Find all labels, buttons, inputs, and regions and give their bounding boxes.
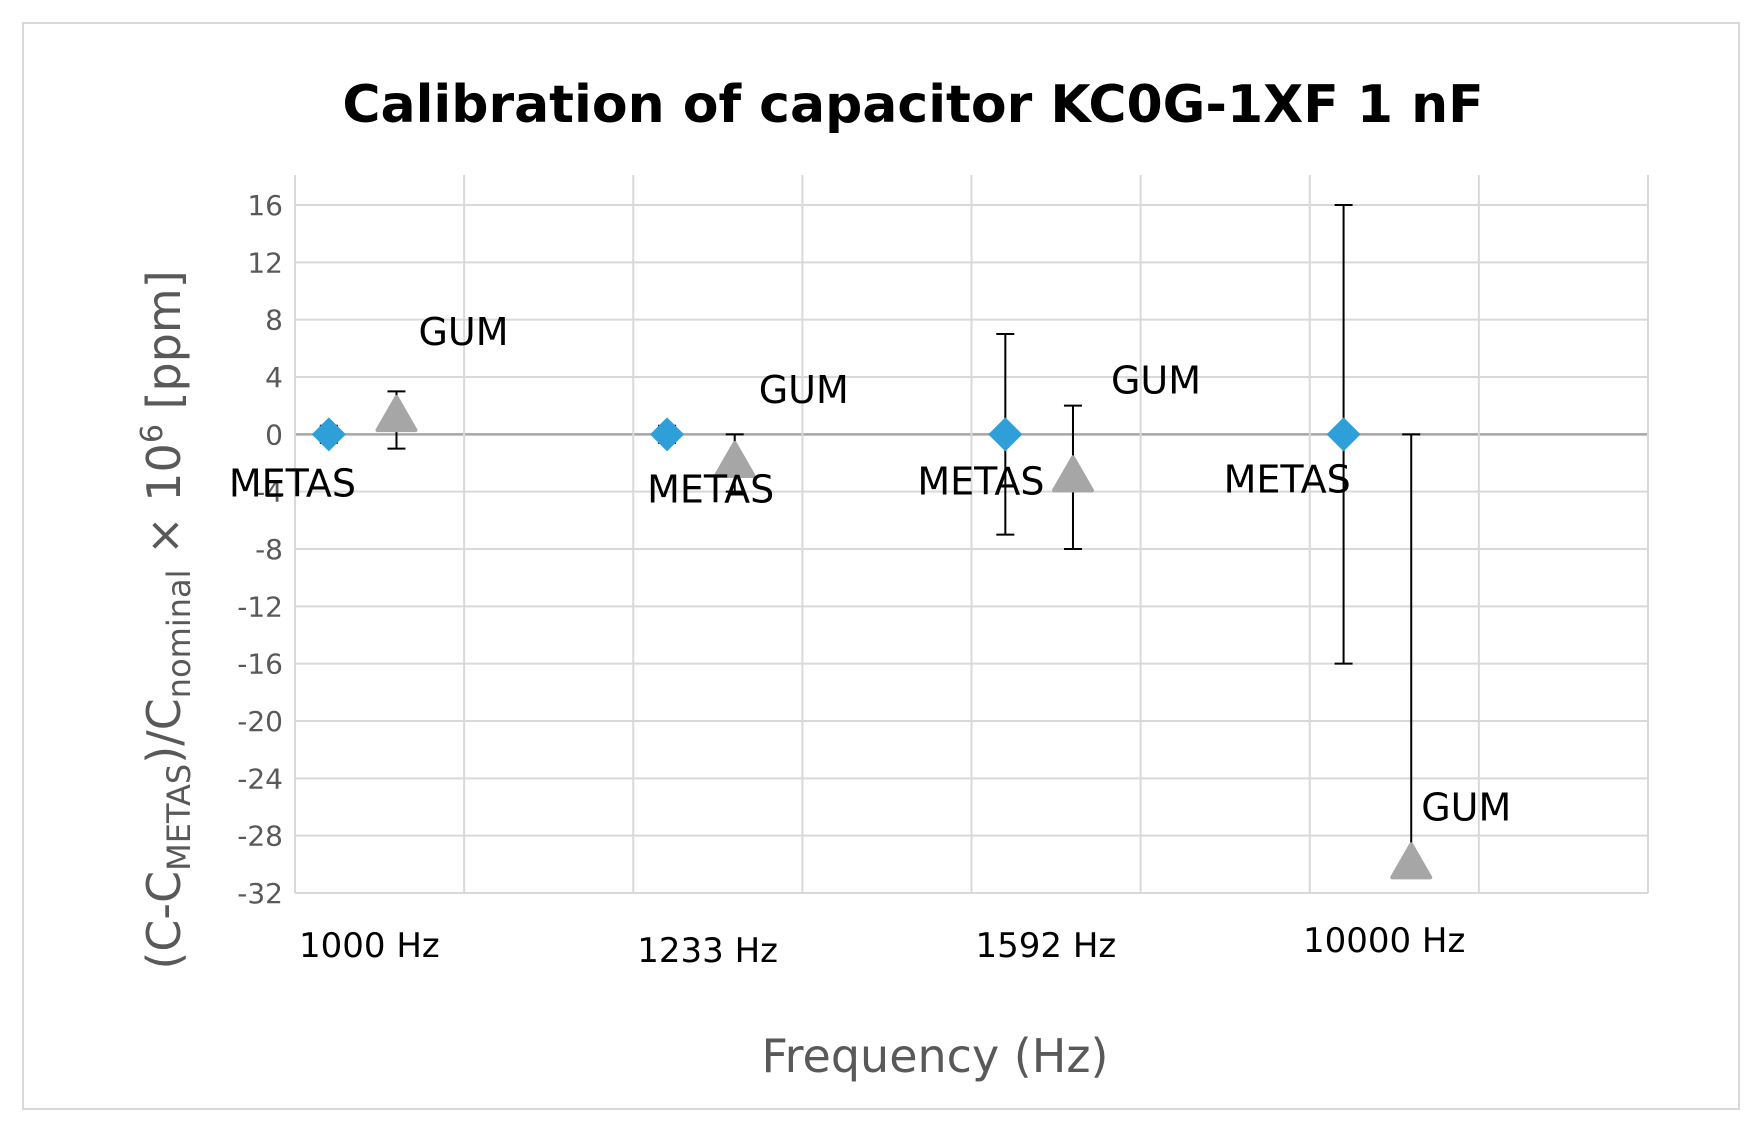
data-markers (311, 395, 1433, 880)
y-tick-label: -8 (255, 533, 283, 566)
y-tick-label: -28 (237, 820, 283, 853)
y-axis-label-mid: )/C (137, 698, 191, 764)
y-tick-label: -4 (255, 476, 283, 509)
y-tick-label: -32 (237, 877, 283, 910)
y-tick-label: -20 (237, 705, 283, 738)
x-tick-label: 10000 Hz (1303, 921, 1465, 961)
x-tick-label: 1000 Hz (299, 926, 440, 966)
data-annotation-label: GUM (1421, 785, 1511, 829)
y-axis-label-sup: 6 (135, 424, 170, 443)
y-axis-label-times: × 10 (137, 443, 191, 569)
data-point-diamond (650, 417, 685, 452)
data-annotation-label: METAS (647, 467, 774, 511)
y-tick-label: -12 (237, 590, 283, 623)
chart-frame (22, 22, 1740, 1110)
data-annotation-label: METAS (917, 459, 1044, 503)
y-tick-label: 4 (265, 361, 283, 394)
y-axis-label-sub-nominal: nominal (160, 569, 198, 698)
y-tick-label: 16 (247, 189, 283, 222)
data-annotation-label: GUM (759, 368, 849, 412)
y-tick-labels: 16 12 8 4 0 -4 -8 -12 -16 -20 -24 -28 -32 (237, 189, 283, 910)
y-tick-label: 12 (247, 246, 283, 279)
error-bars (319, 204, 1421, 866)
data-point-diamond (1326, 417, 1361, 452)
y-tick-label: -24 (237, 762, 283, 795)
data-point-diamond (988, 417, 1023, 452)
data-point-triangle (1390, 842, 1433, 880)
data-annotation-label: GUM (1111, 358, 1201, 402)
data-annotation-label: METAS (229, 461, 356, 505)
data-point-triangle (713, 441, 756, 478)
y-axis-label: (C-CMETAS)/Cnominal × 106 [ppm] (135, 270, 198, 969)
y-tick-label: 0 (265, 418, 283, 451)
y-axis-label-sub-metas: METAS (160, 764, 198, 871)
gridlines (294, 175, 1649, 894)
data-annotation-label: METAS (1224, 457, 1351, 501)
x-axis-label: Frequency (Hz) (762, 1029, 1109, 1083)
y-axis-label-prefix: (C-C (137, 871, 191, 970)
chart-title: Calibration of capacitor KC0G-1XF 1 nF (342, 75, 1483, 135)
y-tick-label: -16 (237, 648, 283, 681)
y-tick-label: 8 (265, 304, 283, 337)
x-tick-label: 1592 Hz (976, 926, 1117, 966)
error-bar (1402, 433, 1421, 866)
data-annotation-label: GUM (418, 310, 508, 354)
data-point-triangle (375, 395, 418, 433)
data-point-diamond (311, 417, 346, 452)
y-axis-label-suffix: [ppm] (137, 270, 191, 424)
x-tick-label: 1233 Hz (637, 931, 778, 971)
data-annotations: METAS GUM METAS GUM METAS GUM METAS GUM (229, 310, 1511, 829)
data-point-triangle (1051, 455, 1094, 493)
x-tick-labels: 1000 Hz 1233 Hz 1592 Hz 10000 Hz (299, 921, 1465, 971)
